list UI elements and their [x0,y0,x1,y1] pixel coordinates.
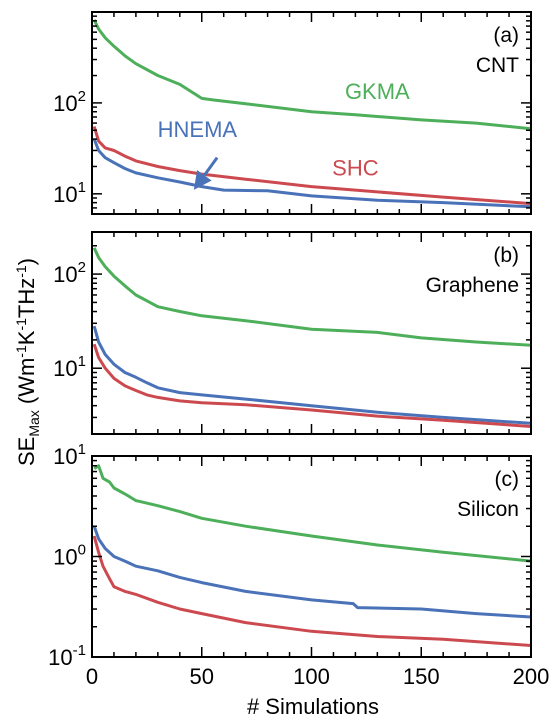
plot-frame [91,231,532,435]
y-tick-label: 100 [53,542,86,570]
panels: 101102(a)CNTGKMAHNEMASHC101102(b)Graphen… [48,11,549,689]
y-tick-exponent: 2 [78,88,86,105]
series-line-shc [92,343,531,428]
y-axis-title-part: K [14,330,39,345]
y-tick-exponent: 1 [78,441,86,458]
y-tick-exponent: 1 [78,353,86,370]
y-tick-label: 101 [53,179,86,207]
panel-label: (c) [495,468,520,491]
series-group [92,247,531,428]
y-axis-title-part: -1 [13,318,29,331]
y-tick-exponent: 1 [78,179,86,196]
y-axis-title-prefix: SE [14,437,39,466]
series-line-hnema [92,325,531,425]
y-tick-base: 10 [53,91,77,116]
x-tick-label: 0 [86,664,98,689]
panel-material-label: Graphene [426,274,519,297]
y-tick-label: 10-1 [48,642,86,670]
panel-material-label: CNT [476,54,519,77]
series-line-shc [92,535,531,647]
y-tick-base: 10 [48,645,72,670]
y-axis-title-subscript: Max [26,410,42,436]
y-tick-base: 10 [53,262,77,287]
x-axis-title: # Simulations [247,694,379,719]
series-line-gkma [92,19,531,131]
series-group [92,464,531,647]
y-tick-label: 102 [53,259,86,287]
series-line-shc [92,126,531,206]
y-tick-base: 10 [53,356,77,381]
y-axis-title: SEMax (Wm-1K-1THz-1) [13,258,42,466]
y-tick-base: 10 [53,545,77,570]
y-tick-base: 10 [53,182,77,207]
y-axis-title-part: -1 [13,345,29,358]
panel-label: (b) [493,244,519,267]
y-tick-label: 102 [53,88,86,116]
series-label-hnema: HNEMA [158,117,238,142]
x-tick-label: 100 [293,664,330,689]
x-tick-label: 50 [190,664,214,689]
y-axis-title-part: (Wm [14,358,39,411]
y-axis-title-part: -1 [13,265,29,278]
series-label-gkma: GKMA [345,79,410,104]
plot-frame [91,455,532,658]
series-line-gkma [92,247,531,347]
y-tick-label: 101 [53,441,86,469]
y-axis-title-part: ) [14,258,39,265]
x-tick-label: 150 [403,664,440,689]
panel-label: (a) [493,24,519,47]
series-line-hnema [92,525,531,619]
y-axis-title-part: THz [14,278,39,318]
series-line-hnema [92,138,531,209]
x-tick-label: 200 [513,664,550,689]
series-group [92,19,531,209]
panel-material-label: Silicon [457,498,519,521]
series-line-gkma [93,464,531,563]
y-tick-exponent: 2 [78,259,86,276]
annotation-arrow [193,156,219,190]
y-tick-base: 10 [53,444,77,469]
y-tick-label: 101 [53,353,86,381]
series-label-shc: SHC [332,155,379,180]
y-tick-exponent: 0 [78,542,86,559]
y-tick-exponent: -1 [73,642,86,659]
